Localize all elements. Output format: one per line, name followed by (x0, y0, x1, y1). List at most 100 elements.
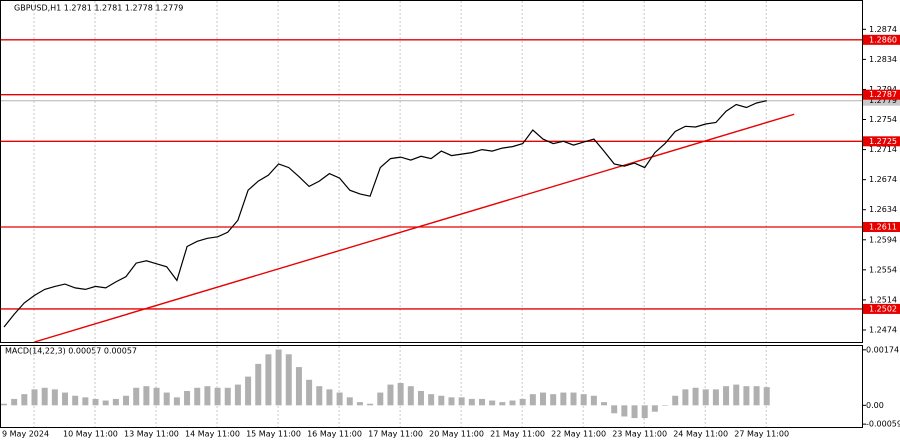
x-tick-label: 21 May 11:00 (490, 430, 545, 439)
x-tick-label: 13 May 11:00 (124, 430, 179, 439)
macd-bar (397, 382, 404, 406)
y-tick-label: -0.00059 (866, 420, 900, 429)
macd-bar (417, 390, 424, 406)
macd-bar (560, 392, 567, 406)
macd-bar (407, 386, 414, 406)
y-tick-label: 1.2714 (869, 145, 897, 154)
macd-bar (733, 384, 740, 406)
macd-bar (163, 392, 170, 406)
macd-bar (367, 403, 374, 406)
macd-bar (11, 398, 18, 406)
macd-bar (112, 398, 119, 406)
macd-bar (123, 395, 130, 406)
macd-bar (21, 394, 28, 406)
macd-bar (590, 395, 597, 406)
y-tick-label: 1.2474 (869, 325, 897, 334)
macd-bar (448, 397, 455, 406)
macd-bar (662, 405, 669, 406)
y-tick-label: 1.2554 (869, 265, 897, 274)
x-tick-label: 23 May 11:00 (612, 430, 667, 439)
macd-bar (245, 376, 252, 406)
y-tick-label: 1.2874 (869, 25, 897, 34)
y-tick-label: 1.2594 (869, 235, 897, 244)
macd-bar (316, 386, 323, 406)
x-tick-label: 16 May 11:00 (307, 430, 362, 439)
macd-bar (326, 389, 333, 406)
trendline (34, 113, 795, 343)
macd-bar (540, 392, 547, 406)
macd-bar (570, 392, 577, 406)
macd-bar (306, 379, 313, 406)
macd-bar (387, 384, 394, 406)
macd-bar (529, 394, 536, 406)
macd-bar (519, 398, 526, 406)
macd-bar (621, 405, 628, 417)
macd-bar (82, 397, 89, 406)
macd-bar (255, 363, 262, 406)
macd-bar (377, 392, 384, 406)
macd-bar (336, 392, 343, 406)
macd-bar (143, 386, 150, 406)
x-tick-label: 20 May 11:00 (429, 430, 484, 439)
macd-bar (438, 395, 445, 406)
chart-title: GBPUSD,H1 1.2781 1.2781 1.2778 1.2779 (14, 4, 183, 13)
macd-bar (285, 354, 292, 406)
macd-bar (41, 387, 48, 406)
macd-bar (184, 390, 191, 406)
y-tick-label: 1.2514 (869, 295, 897, 304)
macd-bar (712, 389, 719, 406)
macd-title: MACD(14,22,3) 0.00057 0.00057 (5, 347, 137, 356)
macd-bar (753, 386, 760, 406)
macd-bar (702, 389, 709, 406)
level-box (863, 303, 900, 314)
macd-bar (153, 387, 160, 406)
level-label: 1.2611 (869, 222, 897, 231)
y-tick-label: 1.2674 (869, 175, 897, 184)
y-tick-label: 1.2834 (869, 55, 897, 64)
macd-bar (234, 384, 241, 406)
macd-bar (173, 397, 180, 406)
x-tick-label: 22 May 11:00 (551, 430, 606, 439)
y-tick-label: 0.00174 (866, 345, 899, 354)
macd-bar (651, 405, 658, 412)
price-line (3, 100, 767, 328)
macd-bar (641, 405, 648, 419)
macd-bar (62, 392, 69, 406)
level-box (863, 89, 900, 100)
macd-bar (692, 387, 699, 406)
macd-bar (611, 405, 618, 414)
macd-bar (31, 389, 38, 406)
macd-bar (1, 403, 7, 406)
macd-bar (580, 394, 587, 406)
macd-bar (72, 395, 79, 406)
level-label: 1.2725 (869, 137, 897, 146)
macd-bar (356, 402, 363, 406)
macd-bar (489, 400, 496, 406)
macd-bar (346, 397, 353, 406)
x-tick-label: 24 May 11:00 (673, 430, 728, 439)
level-label: 1.2787 (869, 90, 897, 99)
level-box (863, 34, 900, 45)
macd-bar (51, 389, 58, 406)
macd-bar (194, 387, 201, 406)
x-tick-label: 17 May 11:00 (368, 430, 423, 439)
macd-bar (550, 394, 557, 406)
macd-bar (682, 389, 689, 406)
x-tick-label: 27 May 11:00 (734, 430, 789, 439)
level-box (863, 136, 900, 147)
y-tick-label: 1.2754 (869, 115, 897, 124)
y-tick-label: 1.2794 (869, 85, 897, 94)
level-label: 1.2502 (869, 304, 897, 313)
x-tick-label: 15 May 11:00 (246, 430, 301, 439)
macd-panel (0, 345, 863, 428)
macd-bar (743, 386, 750, 406)
macd-bar (499, 402, 506, 406)
macd-bar (468, 398, 475, 406)
macd-bar (295, 367, 302, 406)
macd-bar (509, 400, 516, 406)
macd-bar (204, 386, 211, 406)
y-tick-label: 0.00 (866, 401, 884, 410)
macd-bar (214, 387, 221, 406)
macd-bar (133, 387, 140, 406)
